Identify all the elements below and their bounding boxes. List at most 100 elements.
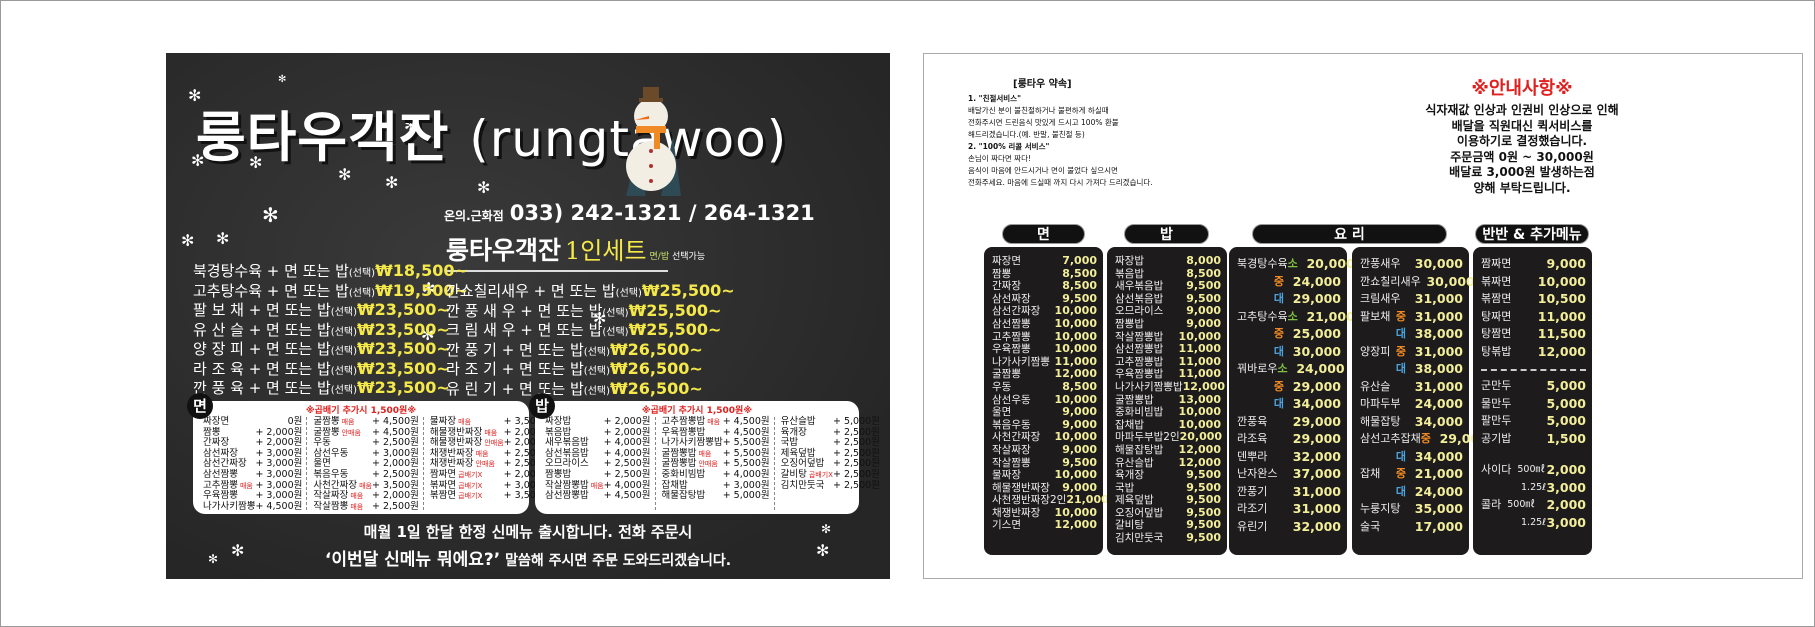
menu-row[interactable]: 국밥 9,500 [1115, 481, 1221, 495]
menu-row[interactable]: 김치만둣국 9,500 [1115, 531, 1221, 545]
menu-row[interactable]: 사천간짜장 10,000 [992, 431, 1097, 444]
set-menu-row[interactable]: 크 림 새 우 + 면 또는 밥(선택) ₩25,500~ [446, 320, 721, 340]
option-row[interactable]: 해물잡탕밥 + 5,000원 [662, 491, 770, 502]
menu-row[interactable]: 탕짜면 11,000 [1481, 308, 1586, 326]
menu-row[interactable]: 고추탕수육 소 21,000 [1237, 308, 1355, 326]
option-row[interactable]: 중화비빔밥 + 4,000원 [662, 469, 770, 481]
menu-row[interactable]: 볶음우동 9,000 [992, 418, 1097, 432]
option-row[interactable]: 울면 + 2,000원 [313, 459, 419, 470]
menu-row[interactable]: 볶짜면 10,000 [1481, 273, 1586, 291]
menu-row[interactable]: 라조기 31,000 [1237, 500, 1341, 518]
menu-row[interactable]: 삼선짬뽕 10,000 [992, 317, 1097, 331]
option-row[interactable]: 짬뽕밥 + 2,500원 [545, 469, 651, 481]
menu-row[interactable]: 대 34,000 [1237, 395, 1341, 413]
set-menu-row[interactable]: 유 린 기 + 면 또는 밥(선택) ₩26,500~ [446, 379, 703, 399]
menu-row[interactable]: 우육짬뽕밥 11,000 [1115, 368, 1221, 381]
menu-row[interactable]: 짬짜면 9,000 [1481, 255, 1586, 273]
option-row[interactable]: 삼선짬뽕 + 3,000원 [203, 469, 302, 481]
menu-row[interactable]: 중 25,000 [1237, 325, 1341, 343]
option-row[interactable]: 갈비탕 곱배기X + 2,500원 [781, 469, 880, 481]
menu-row[interactable]: 짬뽕 8,500 [992, 267, 1097, 281]
menu-row[interactable]: 우동 8,500 [992, 380, 1097, 394]
menu-row[interactable]: 크림새우 31,000 [1360, 290, 1463, 308]
option-row[interactable]: 나가사키짬뽕밥 + 5,500원 [662, 438, 770, 449]
menu-row[interactable]: 잡채밥 10,000 [1115, 418, 1221, 432]
option-row[interactable]: 유산슬밥 + 5,000원 [781, 416, 880, 428]
option-row[interactable]: 오므라이스 + 2,500원 [545, 459, 651, 470]
menu-row[interactable]: 굴짬뽕 12,000 [992, 368, 1097, 381]
menu-row[interactable]: 볶음밥 8,500 [1115, 267, 1221, 281]
menu-row[interactable]: 새우볶음밥 9,500 [1115, 280, 1221, 293]
menu-row[interactable]: 육개장 9,500 [1115, 468, 1221, 482]
menu-row[interactable]: 중 24,000 [1237, 273, 1341, 291]
option-row[interactable]: 간짜장 + 2,000원 [203, 438, 302, 449]
option-row[interactable]: 육개장 + 2,500원 [781, 427, 880, 439]
option-row[interactable]: 삼선간짜장 + 3,000원 [203, 459, 302, 470]
menu-row[interactable]: 누룽지탕 35,000 [1360, 500, 1463, 518]
menu-row[interactable]: 중화비빔밥 10,000 [1115, 406, 1221, 419]
menu-row[interactable]: 꿔바로우 소 24,000 [1237, 360, 1345, 378]
option-row[interactable]: 김치만둣국 + 2,500원 [781, 480, 880, 492]
menu-row[interactable]: 콜라 500㎖ 2,000 [1481, 496, 1586, 514]
menu-row[interactable]: 깐풍육 29,000 [1237, 413, 1341, 431]
menu-row[interactable]: 대 29,000 [1237, 290, 1341, 308]
option-row[interactable]: 볶짜면 곱배기X + 3,000원 [430, 480, 551, 492]
menu-row[interactable]: 삼선짜장 9,500 [992, 292, 1097, 306]
option-row[interactable]: 고추짬뽕 매움 + 3,000원 [203, 480, 302, 492]
menu-row[interactable]: 채쟁반짜장 10,000 [992, 506, 1097, 520]
menu-row[interactable]: 굴짬뽕밥 13,000 [1115, 393, 1221, 407]
menu-row[interactable]: 제육덮밥 9,500 [1115, 494, 1221, 507]
option-row[interactable]: 고추짬뽕밥 매움 + 4,500원 [662, 416, 770, 428]
set-menu-row[interactable]: 라 조 기 + 면 또는 밥(선택) ₩26,500~ [446, 359, 703, 379]
set-menu-row[interactable]: 양 장 피 + 면 또는 밥(선택) ₩23,500~ [193, 339, 450, 359]
menu-row[interactable]: 갈비탕 9,500 [1115, 519, 1221, 532]
phone-number[interactable]: 033) 242-1321 / 264-1321 [509, 201, 815, 225]
set-menu-row[interactable]: 라 조 육 + 면 또는 밥(선택) ₩23,500~ [193, 359, 450, 379]
menu-row[interactable]: 대 24,000 [1360, 483, 1463, 501]
set-menu-row[interactable]: 북경탕수육 + 면 또는 밥(선택) ₩18,500~ [193, 261, 468, 281]
menu-row[interactable]: 나가사키짬뽕밥 12,000 [1115, 380, 1225, 394]
menu-row[interactable]: 대 30,000 [1237, 343, 1341, 361]
menu-row[interactable]: 1.25ℓ 3,000 [1481, 514, 1586, 532]
menu-row[interactable]: 오므라이스 9,000 [1115, 305, 1221, 318]
menu-row[interactable]: 삼선짬뽕밥 11,000 [1115, 343, 1221, 356]
option-row[interactable]: 작살짬뽕 매움 + 2,500원 [313, 501, 419, 513]
menu-row[interactable]: 기스면 12,000 [992, 519, 1097, 532]
option-row[interactable]: 굴짬뽕 안매움 + 4,500원 [313, 427, 419, 439]
menu-row[interactable]: 삼선볶음밥 9,500 [1115, 292, 1221, 306]
menu-row[interactable]: 대 38,000 [1360, 360, 1463, 378]
option-row[interactable]: 굴짬뽕 매움 + 4,500원 [313, 416, 419, 428]
menu-row[interactable]: 짜장면 7,000 [992, 254, 1097, 268]
menu-row[interactable]: 사이다 500㎖ 2,000 [1481, 461, 1586, 479]
menu-row[interactable]: 사천쟁반짜장2인 21,000 [992, 494, 1109, 507]
menu-row[interactable]: 깐풍기 31,000 [1237, 483, 1341, 501]
menu-row[interactable]: 군만두 5,000 [1481, 377, 1586, 395]
menu-row[interactable]: 탕볶밥 12,000 [1481, 343, 1586, 361]
menu-row[interactable]: 깐풍새우 30,000 [1360, 255, 1463, 273]
option-row[interactable]: 작살짜장 매움 + 2,000원 [313, 491, 419, 502]
option-row[interactable]: 짜장면 0원 [203, 416, 302, 428]
menu-row[interactable]: 물짜장 10,000 [992, 468, 1097, 482]
option-row[interactable]: 삼선짬뽕밥 + 4,500원 [545, 491, 651, 502]
set-menu-row[interactable]: 깐쇼칠리새우 + 면 또는 밥(선택) ₩25,500~ [446, 281, 735, 301]
option-row[interactable]: 나가사키짬뽕 + 4,500원 [203, 501, 302, 513]
option-row[interactable]: 우육짬뽕 + 3,000원 [203, 491, 302, 502]
menu-row[interactable]: 북경탕수육 소 20,000 [1237, 255, 1355, 273]
set-menu-row[interactable]: 고추탕수육 + 면 또는 밥(선택) ₩19,500~ [193, 281, 468, 301]
menu-row[interactable]: 해물잡탕밥 12,000 [1115, 443, 1221, 457]
menu-row[interactable]: 술국 17,000 [1360, 518, 1463, 536]
menu-row[interactable]: 팔보채 중 31,000 [1360, 308, 1463, 326]
menu-row[interactable]: 짬뽕밥 9,000 [1115, 317, 1221, 331]
set-menu-row[interactable]: 깐 풍 육 + 면 또는 밥(선택) ₩23,500~ [193, 378, 450, 398]
menu-row[interactable]: 울면 9,000 [992, 406, 1097, 419]
menu-row[interactable]: 우육짬뽕 10,000 [992, 343, 1097, 356]
menu-row[interactable]: 1.25ℓ 3,000 [1481, 479, 1586, 497]
menu-row[interactable]: 덴뿌라 32,000 [1237, 448, 1341, 466]
menu-row[interactable]: 마파두부밥2인 20,000 [1115, 431, 1222, 444]
menu-row[interactable]: 라조육 29,000 [1237, 430, 1341, 448]
menu-row[interactable]: 나가사키짬뽕 11,000 [992, 355, 1097, 369]
menu-row[interactable]: 중 29,000 [1237, 378, 1341, 396]
option-row[interactable]: 우동 + 2,500원 [313, 438, 419, 449]
menu-row[interactable]: 고추짬뽕밥 11,000 [1115, 355, 1221, 369]
option-row[interactable]: 작살짬뽕밥 매움 + 4,000원 [545, 480, 651, 492]
